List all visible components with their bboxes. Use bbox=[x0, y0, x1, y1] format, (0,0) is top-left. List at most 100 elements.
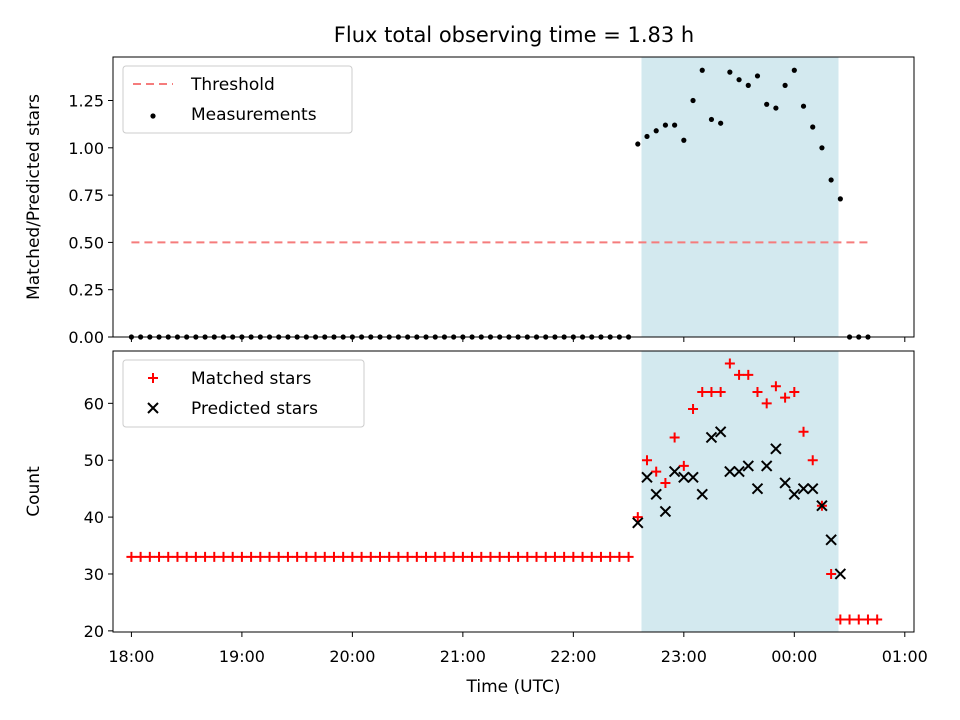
y-tick-label: 40 bbox=[84, 508, 104, 527]
legend: Matched stars Predicted stars bbox=[122, 359, 365, 428]
matched-stars-point bbox=[651, 466, 662, 477]
matched-stars-point bbox=[807, 455, 818, 466]
observing-window-shade bbox=[641, 57, 839, 337]
measurements-point bbox=[662, 122, 669, 128]
measurements-point bbox=[791, 67, 797, 73]
predicted-stars-point bbox=[687, 471, 699, 483]
matched-stars-point bbox=[853, 614, 864, 625]
matched-stars-point bbox=[375, 551, 385, 562]
chart-title: Flux total observing time = 1.83 h bbox=[334, 23, 694, 47]
legend-predicted-swatch bbox=[147, 402, 159, 414]
matched-stars-point bbox=[513, 551, 524, 562]
matched-stars-point bbox=[688, 404, 699, 415]
matched-stars-point bbox=[706, 386, 717, 397]
matched-stars-point bbox=[549, 551, 560, 562]
matched-stars-point bbox=[255, 551, 266, 562]
predicted-stars-point bbox=[659, 505, 672, 518]
y-tick-label: 0.75 bbox=[68, 186, 104, 205]
measurements-point bbox=[837, 196, 843, 202]
axes-frame bbox=[112, 56, 915, 338]
matched-stars-point bbox=[586, 551, 597, 562]
matched-stars-point bbox=[632, 512, 643, 523]
matched-stars-point bbox=[347, 551, 358, 562]
bottom-panel: 20 30 40 50 60 18:00 19:00 20:00 21:00 22:00 23:00… bbox=[24, 350, 928, 697]
matched-stars-point bbox=[246, 551, 257, 562]
predicted-stars-point bbox=[770, 443, 782, 455]
matched-stars-point bbox=[439, 551, 450, 562]
predicted-stars-point bbox=[751, 482, 764, 495]
matched-stars-point bbox=[209, 551, 220, 562]
measurements-point bbox=[828, 177, 834, 183]
matched-stars-point bbox=[135, 551, 146, 562]
matched-stars-point bbox=[411, 551, 422, 562]
predicted-stars-point bbox=[788, 488, 801, 501]
legend-label: Measurements bbox=[191, 105, 317, 125]
matched-stars-point bbox=[236, 551, 247, 562]
matched-stars-point bbox=[310, 551, 321, 562]
matched-stars-point bbox=[273, 551, 284, 562]
matched-stars-point bbox=[393, 551, 404, 562]
legend-measurements-swatch bbox=[150, 113, 156, 119]
measurements-point bbox=[653, 128, 659, 134]
matched-stars-point bbox=[384, 551, 395, 562]
matched-stars-point bbox=[328, 551, 339, 562]
measurements-point bbox=[782, 82, 788, 88]
x-tick-label: 19:00 bbox=[219, 647, 265, 666]
matched-stars-point bbox=[264, 551, 275, 562]
matched-stars-point bbox=[761, 398, 772, 409]
predicted-stars-point bbox=[733, 465, 745, 478]
matched-stars-point bbox=[835, 614, 846, 625]
measurements-point bbox=[764, 101, 770, 107]
y-tick-label: 20 bbox=[84, 622, 104, 641]
measurements-point bbox=[819, 145, 825, 151]
predicted-stars-point bbox=[724, 465, 736, 478]
matched-stars-point bbox=[623, 551, 634, 562]
matched-stars-point bbox=[734, 369, 745, 380]
y-axis-label: Count bbox=[24, 466, 44, 517]
legend-label: Threshold bbox=[190, 75, 275, 95]
measurements-point bbox=[736, 77, 742, 83]
predicted-stars-point bbox=[632, 517, 644, 529]
matched-stars-point bbox=[660, 477, 671, 488]
matched-stars-point bbox=[163, 551, 174, 562]
predicted-stars-point bbox=[714, 426, 727, 438]
measurements-point bbox=[708, 116, 715, 123]
measurements-point bbox=[635, 141, 641, 147]
measurements-point bbox=[690, 97, 696, 104]
top-panel: 0.00 0.25 0.50 0.75 1.00 1.25 Matched/Predicte… bbox=[24, 56, 915, 347]
matched-stars-point bbox=[218, 551, 229, 562]
x-tick-label: 18:00 bbox=[108, 647, 154, 666]
matched-stars-point bbox=[476, 551, 487, 562]
matched-stars-point bbox=[872, 614, 883, 625]
matched-stars-point bbox=[154, 551, 165, 562]
matched-stars-point bbox=[577, 551, 588, 562]
measurements-point bbox=[718, 120, 724, 126]
predicted-stars-point bbox=[797, 482, 810, 495]
predicted-stars-point bbox=[779, 477, 791, 489]
x-tick-label: 21:00 bbox=[440, 647, 486, 666]
x-tick-label: 23:00 bbox=[661, 647, 707, 666]
matched-stars-point bbox=[642, 455, 652, 466]
matched-stars-point bbox=[780, 392, 791, 403]
measurements-point bbox=[681, 137, 687, 143]
matched-stars-point bbox=[227, 551, 238, 562]
matched-stars-point bbox=[798, 426, 809, 437]
matched-stars-point bbox=[605, 551, 616, 562]
matched-stars-point bbox=[190, 551, 201, 562]
measurements-point bbox=[754, 73, 761, 79]
measurements-point bbox=[745, 82, 751, 88]
matched-stars-point bbox=[826, 568, 837, 579]
legend-matched-swatch bbox=[148, 373, 158, 383]
matched-stars-point bbox=[448, 551, 459, 562]
legend-label: Matched stars bbox=[191, 369, 311, 389]
y-tick-label: 0.00 bbox=[68, 328, 104, 347]
matched-stars-point bbox=[282, 551, 293, 562]
y-tick-label: 0.25 bbox=[68, 281, 104, 300]
matched-stars-point bbox=[319, 551, 330, 562]
matched-stars-point bbox=[522, 551, 533, 562]
predicted-stars-point bbox=[678, 471, 690, 483]
predicted-stars-point bbox=[816, 500, 828, 512]
matched-stars-point bbox=[172, 551, 183, 562]
predicted-stars-point bbox=[825, 534, 837, 546]
